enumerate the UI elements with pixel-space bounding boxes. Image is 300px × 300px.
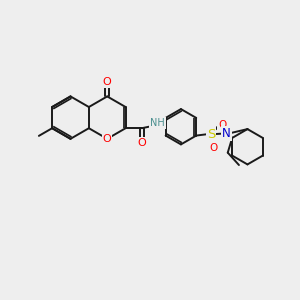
Text: NH: NH — [150, 118, 165, 128]
Text: O: O — [103, 134, 112, 144]
Text: S: S — [207, 128, 215, 141]
Text: O: O — [137, 138, 146, 148]
Text: O: O — [210, 142, 218, 153]
Text: O: O — [218, 120, 226, 130]
Text: O: O — [103, 77, 112, 87]
Text: N: N — [222, 127, 231, 140]
